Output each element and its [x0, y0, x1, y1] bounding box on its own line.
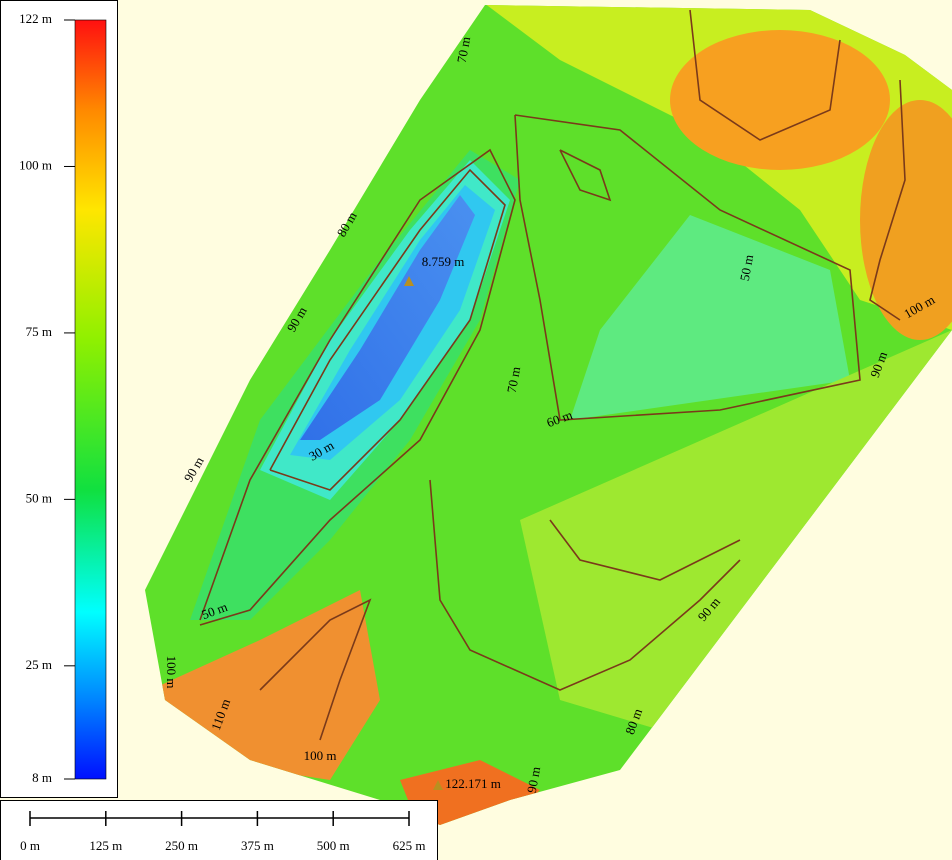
contour-label: 100 m: [304, 748, 337, 763]
contour-label: 70 m: [504, 365, 523, 394]
color-bar: [74, 19, 107, 780]
scale-tick-label: 125 m: [89, 838, 122, 853]
spot-marker: [404, 276, 414, 286]
legend-tick-label: 25 m: [26, 657, 52, 672]
scale-bar-panel: 0 m 125 m 250 m 375 m 500 m 625 m: [0, 800, 438, 860]
contour-label: 50 m: [737, 253, 756, 282]
legend-panel: 122 m 100 m 75 m 50 m 25 m 8 m: [0, 0, 118, 798]
legend-tick-label: 122 m: [19, 11, 52, 26]
legend-tick-label: 50 m: [26, 490, 52, 505]
spot-marker: [433, 780, 443, 790]
legend-tick-label: 8 m: [32, 770, 52, 785]
spot-height-label: 122.171 m: [445, 776, 501, 791]
scale-tick-label: 625 m: [393, 838, 426, 853]
scale-bar-box: [0, 800, 438, 860]
contour-label: 70 m: [454, 35, 473, 64]
scale-tick-label: 500 m: [317, 838, 350, 853]
legend-tick-label: 75 m: [26, 324, 52, 339]
contour-label: 90 m: [524, 765, 543, 794]
spot-height-label: 8.759 m: [422, 254, 465, 269]
legend-tick-label: 100 m: [19, 157, 52, 172]
scale-tick-label: 0 m: [20, 838, 40, 853]
scale-tick-label: 250 m: [165, 838, 198, 853]
scale-tick-label: 375 m: [241, 838, 274, 853]
contour-label: 100 m: [164, 656, 179, 689]
